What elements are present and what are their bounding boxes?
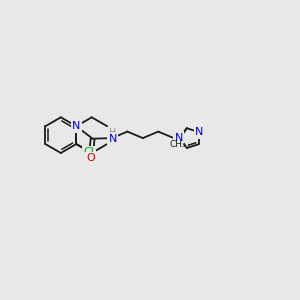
Text: O: O: [87, 153, 95, 163]
Text: N: N: [175, 133, 183, 143]
Text: Cl: Cl: [83, 147, 94, 157]
Text: N: N: [195, 127, 204, 137]
Text: H: H: [110, 128, 117, 138]
Text: CH₃: CH₃: [170, 140, 187, 149]
Text: N: N: [109, 134, 117, 144]
Text: N: N: [72, 121, 80, 131]
